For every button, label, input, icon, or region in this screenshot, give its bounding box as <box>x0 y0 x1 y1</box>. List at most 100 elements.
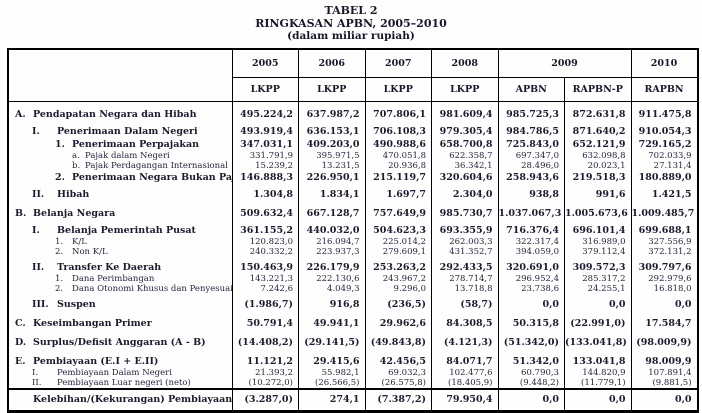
cell-value: 51.342,0 <box>497 348 565 368</box>
cell-value: (26.566,5) <box>298 377 365 389</box>
cell-value: 495.224,2 <box>231 101 299 121</box>
table-row: 2. Non K/L 240.332,2 223.937,3 279.609,1 431.… <box>8 246 698 257</box>
row-label-text: Belanja Pemerintah Pusat <box>57 224 196 236</box>
cell-value: 911.475,8 <box>630 101 698 121</box>
cell-value: 9.296,0 <box>364 283 432 294</box>
table-row: 2. Penerimaan Negara Bukan Pajak 146.888,3… <box>8 170 698 184</box>
cell-value: 979.305,4 <box>431 120 498 138</box>
row-prefix: a. <box>72 150 80 161</box>
cell-value: 910.054,3 <box>630 120 698 138</box>
cell-value: 409.203,0 <box>298 137 365 151</box>
cell-value: 278.714,7 <box>431 273 498 284</box>
cell-value: 1.421,5 <box>630 183 698 201</box>
cell-value: 1.697,7 <box>364 183 432 201</box>
row-label: II. Pembiayaan Luar negeri (neto) <box>8 378 232 389</box>
cell-value: 20.936,8 <box>364 160 432 171</box>
cell-value: 667.128,7 <box>298 200 365 220</box>
subheader-rapbn-2010: RAPBN <box>630 77 698 102</box>
cell-value: 637.987,2 <box>298 101 365 121</box>
cell-value: 716.376,4 <box>497 219 565 237</box>
cell-value: 309.572,3 <box>564 256 632 274</box>
row-prefix: I. <box>32 224 40 236</box>
cell-value: 84.071,7 <box>431 348 498 368</box>
cell-value: 0,0 <box>630 387 698 411</box>
cell-value: 0,0 <box>564 387 632 411</box>
cell-value: 1.834,1 <box>298 183 365 201</box>
cell-value: 985.730,7 <box>431 200 498 220</box>
cell-value: 60.790,3 <box>497 367 565 378</box>
row-label-text: Hibah <box>57 188 90 200</box>
cell-value: 470.051,8 <box>364 150 432 161</box>
table-row: I. Belanja Pemerintah Pusat 361.155,2 440.0… <box>8 219 698 237</box>
cell-value: 296.952,4 <box>497 273 565 284</box>
row-prefix: 1. <box>55 138 65 150</box>
row-label: 1. Penerimaan Perpajakan <box>8 138 232 151</box>
cell-value: (29.141,5) <box>298 329 365 349</box>
cell-value: (49.843,8) <box>364 329 432 349</box>
row-label-text: K/L <box>72 236 87 247</box>
row-label: Kelebihan/(Kekurangan) Pembiayaan <box>8 387 232 411</box>
row-label: 1. K/L <box>8 237 232 247</box>
cell-value: 222.130,6 <box>298 273 365 284</box>
row-label-text: Pembiayaan Luar negeri (neto) <box>57 377 191 388</box>
cell-value: (98.009,9) <box>630 329 698 349</box>
row-label-text: Pembiayaan (E.I + E.II) <box>33 355 159 367</box>
cell-value: 632.098,8 <box>564 150 632 161</box>
row-label-text: Transfer Ke Daerah <box>57 261 162 273</box>
cell-value: 28.496,0 <box>497 160 565 171</box>
cell-value: 493.919,4 <box>231 120 299 138</box>
row-label-text: Keseimbangan Primer <box>33 317 152 329</box>
cell-value: 225.014,2 <box>364 236 432 247</box>
row-label: I. Penerimaan Dalam Negeri <box>8 121 232 138</box>
cell-value: 223.937,3 <box>298 246 365 257</box>
row-label-text: Dana Otonomi Khusus dan Penyesuaian <box>72 283 232 294</box>
table-title-block: TABEL 2 RINGKASAN APBN, 2005–2010 (dalam… <box>0 0 702 43</box>
row-label-text: Surplus/Defisit Anggaran (A - B) <box>33 336 206 348</box>
cell-value: 107.891,4 <box>630 367 698 378</box>
cell-value: 4.049,3 <box>298 283 365 294</box>
cell-value: 431.352,7 <box>431 246 498 257</box>
subheader-lkpp-2005: LKPP <box>231 77 299 102</box>
row-prefix: b. <box>72 160 81 171</box>
row-prefix: II. <box>32 377 42 388</box>
subheader-row: LKPP LKPP LKPP LKPP APBN RAPBN-P RAPBN <box>8 77 698 102</box>
cell-value: 262.003,3 <box>431 236 498 247</box>
cell-value: (58,7) <box>431 293 498 311</box>
cell-value: (10.272,0) <box>231 377 299 389</box>
cell-value: 2.304,0 <box>431 183 498 201</box>
cell-value: 102.477,6 <box>431 367 498 378</box>
cell-value: 872.631,8 <box>564 101 632 121</box>
table-row: D. Surplus/Defisit Anggaran (A - B) (14.40… <box>8 329 698 349</box>
cell-value: 258.943,6 <box>497 170 565 184</box>
cell-value: 29.415,6 <box>298 348 365 368</box>
table-row: II. Transfer Ke Daerah 150.463,9 226.179,9 2… <box>8 256 698 274</box>
row-label-text: Pajak Perdagangan Internasional <box>85 160 228 171</box>
row-label: E. Pembiayaan (E.I + E.II) <box>8 349 232 368</box>
row-label-text: Penerimaan Negara Bukan Pajak <box>72 171 232 183</box>
cell-value: 21.393,2 <box>231 367 299 378</box>
cell-value: 372.131,2 <box>630 246 698 257</box>
cell-value: 13.231,5 <box>298 160 365 171</box>
year-header-2005: 2005 <box>231 49 299 78</box>
table-body: A. Pendapatan Negara dan Hibah 495.224,2 63… <box>8 101 698 411</box>
row-prefix: I. <box>32 125 40 137</box>
row-prefix: I. <box>32 367 39 378</box>
row-prefix: 2. <box>55 283 64 294</box>
cell-value: 23.738,6 <box>497 283 565 294</box>
row-label-text: Penerimaan Perpajakan <box>72 138 200 150</box>
cell-value: 1.037.067,3 <box>497 200 565 220</box>
row-prefix: D. <box>15 336 27 348</box>
row-prefix: C. <box>15 317 26 329</box>
cell-value: 15.239,2 <box>231 160 299 171</box>
row-label: I. Belanja Pemerintah Pusat <box>8 220 232 237</box>
cell-value: 11.121,2 <box>231 348 299 368</box>
cell-value: 729.165,2 <box>630 137 698 151</box>
table-row: II. Hibah 1.304,8 1.834,1 1.697,7 2.304,0 938,… <box>8 183 698 201</box>
cell-value: 279.609,1 <box>364 246 432 257</box>
cell-value: 693.355,9 <box>431 219 498 237</box>
cell-value: 17.584,7 <box>630 310 698 330</box>
cell-value: 320.604,6 <box>431 170 498 184</box>
cell-value: (51.342,0) <box>497 329 565 349</box>
row-label: III. Suspen <box>8 294 232 311</box>
